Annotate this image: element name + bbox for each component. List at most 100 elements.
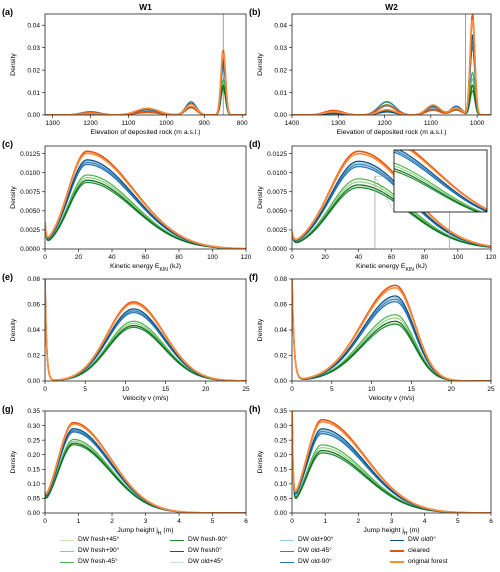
x-tick-label: 60 xyxy=(142,254,150,261)
x-tick-label: 0 xyxy=(290,254,294,261)
legend-label: DW old-90° xyxy=(298,558,332,565)
series-line xyxy=(45,174,246,249)
x-tick-label: 1000 xyxy=(159,120,174,127)
panel-label: (a) xyxy=(2,7,13,17)
y-tick-label: 0.0125 xyxy=(267,151,287,158)
series-line xyxy=(45,59,246,115)
series-line xyxy=(45,52,246,115)
x-tick-label: 0 xyxy=(43,518,47,525)
panel-b: (b) W2 1400 1300 1200 1100 1000 0.00 0.01 0.02 0.0… xyxy=(249,2,492,136)
panel-f: (f) 0 5 10 15 20 25 0.00 0.02 0.04 0.06 0.08 Velocit… xyxy=(249,272,495,402)
legend: DW fresh+45° DW fresh+90° DW fresh-45° DW f… xyxy=(60,536,500,572)
series-line xyxy=(45,423,246,513)
x-tick-label: 0 xyxy=(290,386,294,393)
panel-c: (c) 0 20 40 60 80 100 120 0.0000 0.0025 0.0050 0.00… xyxy=(2,139,252,273)
y-tick-label: 0.00 xyxy=(27,510,40,517)
y-axis-label: Density xyxy=(10,318,17,341)
y-tick-label: 0.15 xyxy=(274,466,287,473)
legend-item: DW old+45° xyxy=(170,558,223,567)
plot-frame xyxy=(291,145,492,250)
y-tick-label: 0.20 xyxy=(274,452,287,459)
series-line xyxy=(45,279,246,381)
panel-title: W1 xyxy=(139,2,152,12)
inset-series-line xyxy=(394,170,479,212)
legend-label: DW old-45° xyxy=(298,547,332,554)
y-tick-label: 0.00 xyxy=(27,112,40,119)
legend-label: DW fresh-90° xyxy=(188,536,228,543)
series-line xyxy=(292,279,491,381)
x-axis-label: Elevation of deposited rock (m a.s.l.) xyxy=(91,129,201,136)
series-line xyxy=(45,64,246,115)
x-tick-label: 1300 xyxy=(331,120,346,127)
y-tick-label: 0.0100 xyxy=(267,170,287,177)
series-line xyxy=(292,411,491,513)
series-line xyxy=(292,279,491,381)
x-tick-label: 10 xyxy=(368,386,376,393)
y-tick-label: 0.01 xyxy=(27,90,40,97)
plot-frame xyxy=(44,410,247,514)
y-tick-label: 0.02 xyxy=(27,353,40,360)
series-line xyxy=(292,279,491,381)
inset-series-line xyxy=(394,162,484,212)
series-line xyxy=(45,438,246,513)
x-tick-label: 1 xyxy=(77,518,81,525)
y-tick-label: 0.05 xyxy=(274,496,287,503)
legend-label: DW old+90° xyxy=(298,536,334,543)
x-axis-label: Velocity v (m/s) xyxy=(122,395,168,402)
x-tick-label: 0 xyxy=(43,386,47,393)
y-tick-label: 0.0000 xyxy=(20,246,40,253)
inset-series-line xyxy=(394,165,482,212)
inset-series-line xyxy=(394,151,487,212)
legend-item: DW fresh0° xyxy=(170,547,222,556)
panel-label: (f) xyxy=(249,272,258,282)
y-tick-label: 0.0025 xyxy=(20,227,40,234)
series-line xyxy=(45,49,246,115)
legend-swatch xyxy=(170,539,184,541)
x-tick-label: 900 xyxy=(199,120,210,127)
series-line xyxy=(292,279,491,381)
x-tick-label: 20 xyxy=(75,254,83,261)
y-axis-label: Density xyxy=(257,450,264,473)
x-tick-label: 1100 xyxy=(121,120,135,127)
x-tick-label: 20 xyxy=(448,386,456,393)
x-tick-label: 3 xyxy=(144,518,148,525)
y-tick-label: 0.03 xyxy=(274,45,287,52)
x-tick-label: 80 xyxy=(175,254,183,261)
legend-item: DW fresh+90° xyxy=(60,547,119,556)
panel-label: (b) xyxy=(249,7,261,17)
series-line xyxy=(45,150,246,249)
y-tick-label: 0.08 xyxy=(274,276,287,283)
series-line xyxy=(45,279,246,381)
series-line xyxy=(292,279,491,381)
x-tick-label: 5 xyxy=(330,386,334,393)
y-axis-label: Density xyxy=(10,53,17,76)
series-line xyxy=(292,279,491,381)
y-tick-label: 0.0000 xyxy=(267,246,287,253)
x-tick-label: 60 xyxy=(388,254,396,261)
series-line xyxy=(292,14,491,115)
panel-e: (e) 0 5 10 15 20 25 0.00 0.02 0.04 0.06 0.08 Velocit… xyxy=(2,272,250,402)
plot-frame xyxy=(291,410,492,514)
x-tick-label: 40 xyxy=(355,254,363,261)
y-tick-label: 0.00 xyxy=(274,112,287,119)
series-line xyxy=(45,152,246,249)
x-tick-label: 4 xyxy=(423,518,427,525)
x-tick-label: 6 xyxy=(489,518,493,525)
y-tick-label: 0.00 xyxy=(27,378,40,385)
series-line xyxy=(45,85,246,115)
y-tick-label: 0.04 xyxy=(27,327,40,334)
x-tick-label: 5 xyxy=(456,518,460,525)
panel-d: (d) 0 20 40 60 80 100 120 0.0000 0.0025 0.0050 0.00… xyxy=(249,139,497,273)
series-line xyxy=(292,184,491,248)
x-tick-label: 1300 xyxy=(45,120,60,127)
y-tick-label: 0.0050 xyxy=(20,208,40,215)
inset-series-line xyxy=(398,150,487,212)
y-tick-label: 0.02 xyxy=(274,353,287,360)
legend-label: DW old+45° xyxy=(188,558,224,565)
x-tick-label: 6 xyxy=(244,518,248,525)
y-tick-label: 0.00 xyxy=(274,510,287,517)
panel-a: (a) W1 1300 1200 1100 1000 900 800 0.00 0.01 0.02 0… xyxy=(2,2,248,136)
series-line xyxy=(292,279,491,381)
series-line xyxy=(292,279,491,381)
